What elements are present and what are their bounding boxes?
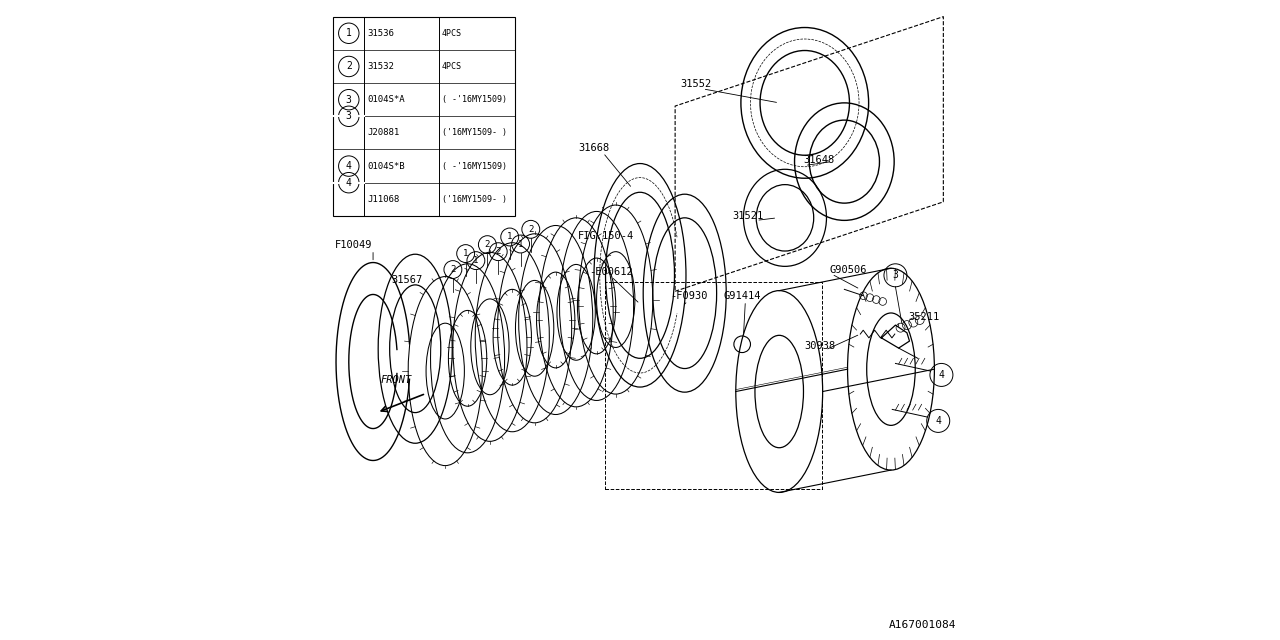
Text: 4: 4 (346, 178, 352, 188)
Bar (605, 282, 822, 489)
Text: ( -'16MY1509): ( -'16MY1509) (442, 161, 507, 171)
Text: FIG.150-4: FIG.150-4 (579, 230, 635, 241)
Text: F10049: F10049 (335, 239, 372, 250)
Text: 4: 4 (346, 161, 352, 171)
Bar (334, 17, 516, 216)
Text: -E00612: -E00612 (589, 267, 632, 277)
Text: 31668: 31668 (579, 143, 609, 152)
Text: 31532: 31532 (367, 62, 394, 71)
Text: 2: 2 (346, 61, 352, 72)
Text: J20881: J20881 (367, 129, 399, 138)
Text: 0104S*B: 0104S*B (367, 161, 404, 171)
Text: 1: 1 (507, 232, 512, 241)
Text: 3: 3 (346, 111, 352, 122)
Text: 1: 1 (474, 256, 479, 265)
Text: 3: 3 (892, 270, 899, 280)
Text: G90506: G90506 (829, 265, 867, 275)
Text: 0104S*A: 0104S*A (367, 95, 404, 104)
Text: 31521: 31521 (732, 211, 764, 221)
Text: 4PCS: 4PCS (442, 62, 462, 71)
Text: A167001084: A167001084 (888, 620, 956, 630)
Text: 4PCS: 4PCS (442, 29, 462, 38)
Text: 30938: 30938 (805, 340, 836, 351)
Text: -F0930: -F0930 (671, 291, 708, 301)
Text: 31536: 31536 (367, 29, 394, 38)
Text: ('16MY1509- ): ('16MY1509- ) (442, 129, 507, 138)
Text: 31648: 31648 (803, 156, 835, 165)
Text: 1: 1 (346, 28, 352, 38)
Text: 2: 2 (485, 240, 490, 249)
Text: ('16MY1509- ): ('16MY1509- ) (442, 195, 507, 204)
Text: ( -'16MY1509): ( -'16MY1509) (442, 95, 507, 104)
Text: 35211: 35211 (909, 312, 940, 322)
Text: 1: 1 (518, 239, 524, 248)
Text: 1: 1 (463, 249, 468, 258)
Text: 2: 2 (451, 265, 456, 274)
Text: 2: 2 (529, 225, 534, 234)
Text: J11068: J11068 (367, 195, 399, 204)
Text: G91414: G91414 (723, 291, 760, 301)
Text: 2: 2 (495, 247, 500, 256)
Text: 4: 4 (936, 416, 941, 426)
Text: 31567: 31567 (390, 275, 422, 285)
Text: 4: 4 (938, 370, 945, 380)
Text: 31552: 31552 (680, 79, 712, 89)
Text: 3: 3 (346, 95, 352, 105)
Text: FRONT: FRONT (380, 375, 412, 385)
